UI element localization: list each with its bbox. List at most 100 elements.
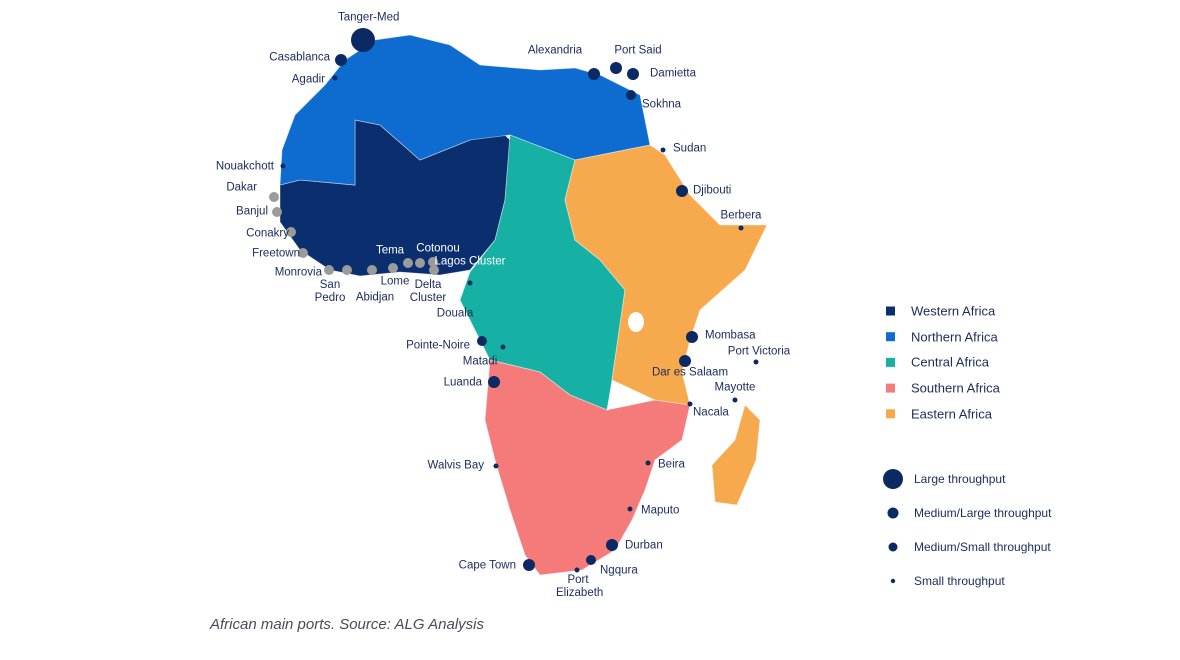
port-dot xyxy=(388,263,398,273)
port-label: Beira xyxy=(658,458,685,471)
port-label: Dakar xyxy=(226,181,257,194)
port-label: Sudan xyxy=(673,142,707,155)
legend-swatch xyxy=(886,306,895,316)
port-label: Port Victoria xyxy=(727,345,791,358)
port-dot xyxy=(574,567,580,573)
port-dot xyxy=(467,280,473,286)
legend-label: Central Africa xyxy=(911,354,990,370)
legend-label: Medium/Small throughput xyxy=(914,540,1051,554)
port-dot xyxy=(335,54,347,66)
port-dot xyxy=(610,62,622,74)
port-dot xyxy=(687,401,693,407)
port-label: Damietta xyxy=(650,67,697,80)
port-label: Ngqura xyxy=(600,564,638,577)
port-label: Alexandria xyxy=(527,44,583,57)
legend-label: Southern Africa xyxy=(911,380,1000,396)
legend-swatch xyxy=(886,409,895,419)
port-label: Delta Cluster xyxy=(409,279,447,304)
port-dot xyxy=(500,344,506,350)
legend-dot xyxy=(890,578,896,584)
region-1 xyxy=(279,34,651,186)
region-4 xyxy=(711,404,761,506)
port-dot xyxy=(488,376,500,388)
port-dot xyxy=(298,248,308,258)
port-label: Sokhna xyxy=(642,98,682,111)
port-dot xyxy=(428,257,438,267)
port-dot xyxy=(753,359,759,365)
port-label: Casablanca xyxy=(269,51,330,64)
port-label: Lome xyxy=(380,275,410,288)
legend-dot xyxy=(887,507,899,519)
port-label: Mombasa xyxy=(705,329,756,342)
port-dot xyxy=(626,90,636,100)
legend-swatch xyxy=(886,332,895,342)
port-label: Pointe-Noire xyxy=(406,339,470,352)
port-label: Lagos Cluster xyxy=(434,255,506,268)
port-label: Walvis Bay xyxy=(427,459,484,472)
port-label: Abidjan xyxy=(355,291,395,304)
port-label: Cotonou xyxy=(416,242,460,255)
region-3 xyxy=(484,359,691,576)
port-label: Monrovia xyxy=(274,266,322,279)
port-dot xyxy=(367,265,377,275)
port-dot xyxy=(660,147,666,153)
port-dot xyxy=(588,68,600,80)
port-label: Maputo xyxy=(641,504,680,517)
port-dot xyxy=(429,265,439,275)
port-dot xyxy=(415,258,425,268)
legend-dot xyxy=(883,469,903,489)
port-dot xyxy=(280,163,286,169)
port-dot xyxy=(586,555,596,565)
port-label: Nacala xyxy=(693,406,729,419)
port-label: Mayotte xyxy=(714,381,756,394)
port-dot xyxy=(627,506,633,512)
port-label: Banjul xyxy=(236,205,268,218)
port-dot xyxy=(403,258,413,268)
port-label: Matadi xyxy=(462,355,498,368)
port-label: Tema xyxy=(375,244,405,257)
port-label: Port Elizabeth xyxy=(556,574,604,599)
port-label: Cape Town xyxy=(458,559,516,572)
port-label: Djibouti xyxy=(693,184,732,197)
legend-swatch xyxy=(886,383,895,393)
port-dot xyxy=(679,355,691,367)
port-label: Luanda xyxy=(443,376,482,389)
port-label: Berbera xyxy=(720,209,762,222)
port-dot xyxy=(732,397,738,403)
port-dot xyxy=(272,207,282,217)
port-label: Nouakchott xyxy=(215,160,274,173)
port-label: Douala xyxy=(436,307,474,320)
port-label: Durban xyxy=(625,539,663,552)
port-label: Agadir xyxy=(291,73,325,86)
legend-dot xyxy=(888,542,898,552)
port-dot xyxy=(493,463,499,469)
caption: African main ports. Source: ALG Analysis xyxy=(210,616,484,633)
port-dot xyxy=(627,68,639,80)
port-label: Tanger-Med xyxy=(338,11,400,24)
port-dot xyxy=(645,460,651,466)
legend-label: Small throughput xyxy=(914,574,1005,588)
port-label: Port Said xyxy=(614,44,662,57)
port-dot xyxy=(342,265,352,275)
port-dot xyxy=(676,185,688,197)
port-dot xyxy=(269,192,279,202)
port-dot xyxy=(686,331,698,343)
port-dot xyxy=(477,336,487,346)
legend-label: Western Africa xyxy=(911,303,996,319)
port-dot xyxy=(351,28,375,52)
lake xyxy=(628,312,644,332)
legend-label: Large throughput xyxy=(914,472,1006,486)
port-dot xyxy=(738,225,744,231)
port-label: Freetown xyxy=(252,247,300,260)
port-dot xyxy=(332,75,338,81)
legend-label: Northern Africa xyxy=(911,329,998,345)
legend-label: Eastern Africa xyxy=(911,406,992,422)
legend-label: Medium/Large throughput xyxy=(914,506,1052,520)
port-dot xyxy=(606,539,618,551)
port-dot xyxy=(324,265,334,275)
port-dot xyxy=(286,227,296,237)
legend-swatch xyxy=(886,357,895,367)
port-dot xyxy=(523,559,535,571)
